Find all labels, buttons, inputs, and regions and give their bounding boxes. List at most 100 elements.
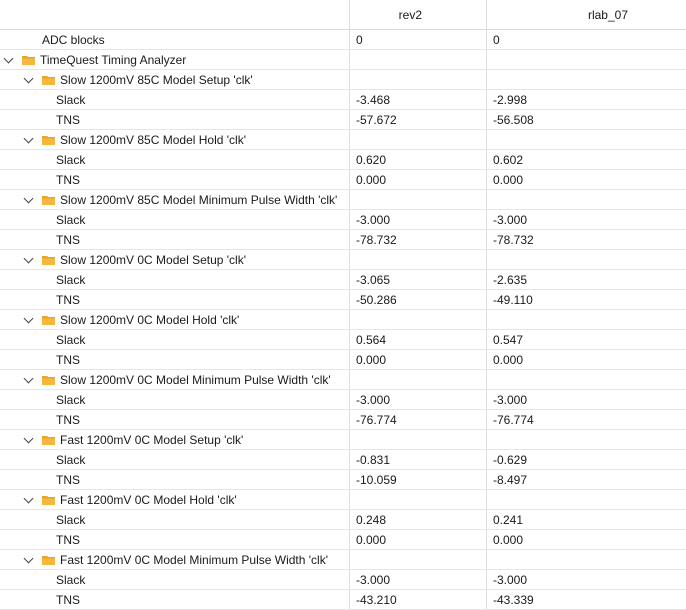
cell-rev2: -57.672 [350,110,487,129]
table-row[interactable]: Slack -3.468 -2.998 [0,90,686,110]
tree-node-label: Slow 1200mV 85C Model Minimum Pulse Widt… [60,193,338,207]
header-name-column[interactable] [0,0,350,29]
table-row[interactable]: Slack 0.248 0.241 [0,510,686,530]
folder-icon [42,315,55,325]
chevron-down-icon[interactable] [23,493,34,504]
header-rlab-07-label: rlab_07 [587,7,628,22]
table-row[interactable]: TNS -10.059 -8.497 [0,470,686,490]
cell-rlab-07: -3.000 [493,212,528,227]
folder-icon [42,255,55,265]
row-label: TNS [56,353,80,367]
tree-node-group[interactable]: Slow 1200mV 0C Model Hold 'clk' [0,310,686,330]
cell-rev2: 0 [350,30,487,49]
cell-rlab-07: -3.000 [493,572,528,587]
chevron-down-icon[interactable] [23,133,34,144]
table-row[interactable]: TNS -78.732 -78.732 [0,230,686,250]
row-label: TNS [56,173,80,187]
cell-rev2: 0.000 [350,530,487,549]
tree-node-label: Fast 1200mV 0C Model Hold 'clk' [60,493,237,507]
tree-node-label: Slow 1200mV 0C Model Hold 'clk' [60,313,240,327]
table-row[interactable]: Slack -3.000 -3.000 [0,390,686,410]
tree-node-label: Slow 1200mV 85C Model Hold 'clk' [60,133,246,147]
chevron-down-icon[interactable] [3,53,14,64]
table-row[interactable]: TNS -57.672 -56.508 [0,110,686,130]
tree-node-label: Fast 1200mV 0C Model Setup 'clk' [60,433,244,447]
chevron-down-icon[interactable] [23,73,34,84]
chevron-down-icon[interactable] [23,193,34,204]
row-label: TNS [56,593,80,607]
table-row[interactable]: Slack -3.000 -3.000 [0,570,686,590]
tree-node-group[interactable]: Slow 1200mV 85C Model Minimum Pulse Widt… [0,190,686,210]
folder-icon [42,375,55,385]
cell-rev2: 0.620 [350,150,487,169]
table-row[interactable]: Slack -3.000 -3.000 [0,210,686,230]
chevron-down-icon[interactable] [23,433,34,444]
tree-node-timequest[interactable]: TimeQuest Timing Analyzer [0,50,686,70]
cell-rev2: 0.248 [350,510,487,529]
folder-icon [42,195,55,205]
cell-rev2: 0.000 [350,350,487,369]
folder-icon [42,435,55,445]
folder-icon [42,495,55,505]
cell-rev2: 0.000 [350,170,487,189]
cell-rlab-07: -78.732 [493,232,534,247]
row-label: Slack [56,513,86,527]
chevron-down-icon[interactable] [23,313,34,324]
cell-rev2: -3.000 [350,570,487,589]
row-label: Slack [56,153,86,167]
tree-node-label: Slow 1200mV 85C Model Setup 'clk' [60,73,253,87]
row-label: Slack [56,273,86,287]
tree-node-group[interactable]: Fast 1200mV 0C Model Hold 'clk' [0,490,686,510]
table-row-adc-blocks[interactable]: ADC blocks 0 0 [0,30,686,50]
table-row[interactable]: TNS -76.774 -76.774 [0,410,686,430]
tree-node-group[interactable]: Fast 1200mV 0C Model Minimum Pulse Width… [0,550,686,570]
tree-node-label: Slow 1200mV 0C Model Minimum Pulse Width… [60,373,331,387]
row-label: ADC blocks [42,33,105,47]
table-row[interactable]: TNS 0.000 0.000 [0,170,686,190]
tree-node-group[interactable]: Slow 1200mV 85C Model Setup 'clk' [0,70,686,90]
cell-rlab-07: -49.110 [493,292,533,307]
row-label: TNS [56,233,80,247]
cell-rlab-07: -2.998 [493,92,528,107]
cell-rev2: 0.564 [350,330,487,349]
tree-node-group[interactable]: Slow 1200mV 0C Model Minimum Pulse Width… [0,370,686,390]
table-row[interactable]: Slack -0.831 -0.629 [0,450,686,470]
table-row[interactable]: TNS -50.286 -49.110 [0,290,686,310]
row-label: Slack [56,93,86,107]
cell-rlab-07: 0.547 [493,332,524,347]
table-row[interactable]: Slack -3.065 -2.635 [0,270,686,290]
chevron-down-icon[interactable] [23,373,34,384]
cell-rev2: -43.210 [350,590,487,609]
cell-rev2: -76.774 [350,410,487,429]
header-rev2[interactable]: rev2 [350,0,487,29]
cell-rlab-07: -8.497 [493,472,528,487]
cell-rlab-07: -3.000 [493,392,528,407]
cell-rev2: -3.468 [350,90,487,109]
row-label: Slack [56,393,86,407]
row-label: TNS [56,113,80,127]
cell-rev2: -50.286 [350,290,487,309]
tree-node-label: Fast 1200mV 0C Model Minimum Pulse Width… [60,553,329,567]
tree-node-group[interactable]: Fast 1200mV 0C Model Setup 'clk' [0,430,686,450]
cell-rlab-07: 0.241 [493,512,524,527]
chevron-down-icon[interactable] [23,253,34,264]
tree-node-group[interactable]: Slow 1200mV 0C Model Setup 'clk' [0,250,686,270]
table-row[interactable]: Slack 0.564 0.547 [0,330,686,350]
tree-node-group[interactable]: Slow 1200mV 85C Model Hold 'clk' [0,130,686,150]
chevron-down-icon[interactable] [23,553,34,564]
cell-rlab-07: 0 [493,32,500,47]
row-label: Slack [56,333,86,347]
cell-rlab-07: 0.602 [493,152,524,167]
header-rlab-07[interactable]: rlab_07 [487,0,686,29]
cell-rlab-07: -43.339 [493,592,534,607]
cell-rlab-07: -0.629 [493,452,528,467]
cell-rlab-07: 0.000 [493,172,524,187]
table-row[interactable]: TNS 0.000 0.000 [0,530,686,550]
cell-rlab-07: 0.000 [493,532,524,547]
table-row[interactable]: Slack 0.620 0.602 [0,150,686,170]
cell-rlab-07: 0.000 [493,352,524,367]
table-row[interactable]: TNS 0.000 0.000 [0,350,686,370]
row-label: TNS [56,473,80,487]
table-row[interactable]: TNS -43.210 -43.339 [0,590,686,610]
